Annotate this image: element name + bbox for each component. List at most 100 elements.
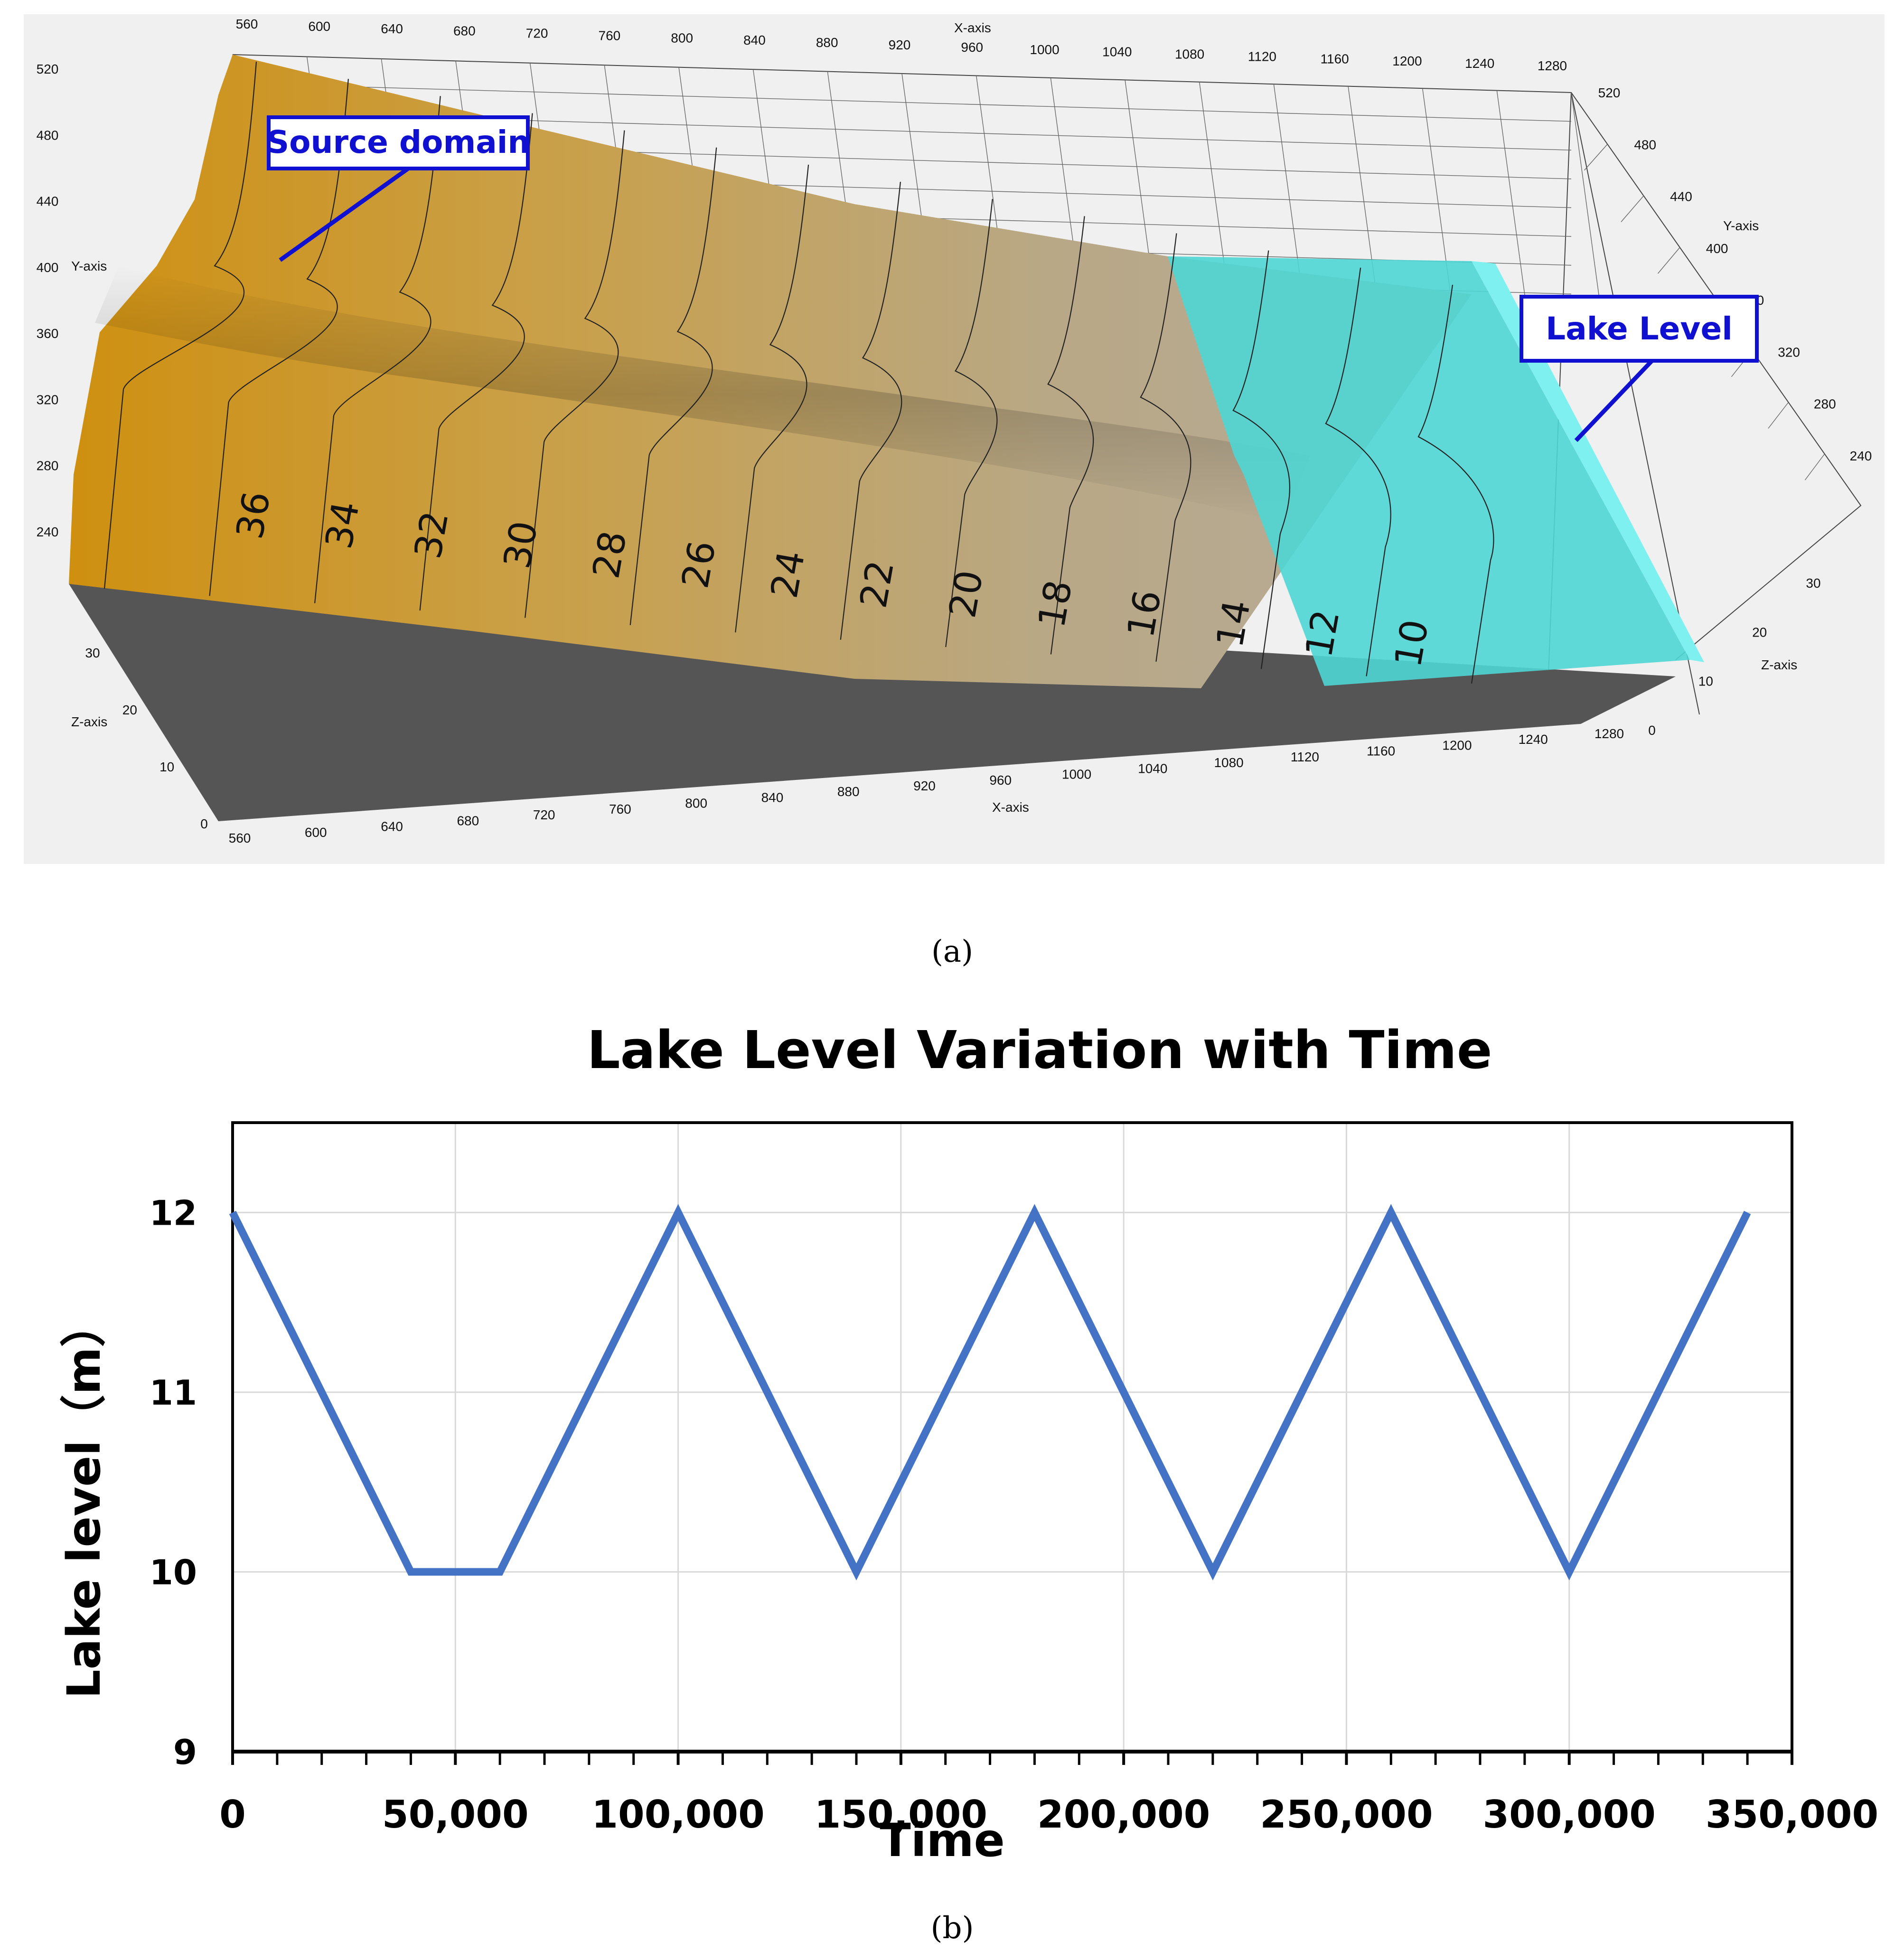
x-tick-labels: 0 50,000 100,000 150,000 200,000 250,000 300,0… [219, 1792, 1878, 1837]
contour-line-12 [1325, 267, 1391, 676]
contour-label-32: 32 [407, 508, 457, 562]
x-tick-label-300000: 300,000 [1483, 1792, 1656, 1837]
z-tick-right-30: 30 [1806, 576, 1820, 591]
z-axis-left-ticks: 0 10 20 30 [85, 646, 207, 831]
y-tick-right-240: 240 [1850, 449, 1872, 463]
x-tick-bottom-920: 920 [913, 778, 936, 793]
contour-label-16: 16 [1119, 587, 1170, 640]
contour-line-28 [525, 130, 625, 618]
z-tick-left-10: 10 [159, 760, 174, 774]
contour-line-34 [209, 79, 349, 596]
terrain-3d-view: 36 34 32 30 28 26 24 22 20 18 16 14 12 10 560 600 640 68… [24, 14, 1885, 864]
x-tick-bottom-880: 880 [837, 784, 860, 799]
contour-line-30 [419, 113, 533, 611]
z-axis-right-ticks: 0 10 20 30 [1648, 576, 1820, 738]
x-tick-bottom-840: 840 [761, 790, 784, 805]
y-axis-left-ticks: 240 280 320 360 400 440 480 520 [37, 62, 59, 539]
lake-level-series-line [229, 1204, 1751, 1581]
contour-line-26 [629, 147, 717, 626]
x-tick-top-640: 640 [381, 21, 403, 36]
x-tick-top-1200: 1200 [1392, 54, 1422, 68]
y-tick-left-240: 240 [37, 525, 59, 539]
x-tick-top-1120: 1120 [1248, 49, 1276, 64]
z-tick-right-10: 10 [1698, 674, 1713, 689]
contour-line-32 [314, 96, 441, 603]
chart-title: Lake Level Variation with Time [587, 1020, 1492, 1080]
x-tick-bottom-760: 760 [609, 802, 631, 816]
x-tick-top-880: 880 [816, 35, 838, 50]
contour-label-26: 26 [674, 538, 724, 591]
contour-label-34: 34 [318, 498, 368, 552]
x-tick-bottom-1000: 1000 [1062, 767, 1091, 782]
y-axis-title: Lake level（m） [57, 1302, 111, 1698]
contour-line-18 [1047, 216, 1094, 655]
y-tick-right-480: 480 [1634, 137, 1656, 152]
z-tick-right-0: 0 [1648, 723, 1656, 738]
y-axis-label-left: Y-axis [71, 259, 107, 273]
z-tick-right-20: 20 [1752, 625, 1767, 639]
x-tick-top-920: 920 [889, 38, 911, 52]
y-tick-right-440: 440 [1670, 189, 1692, 204]
contour-label-14: 14 [1209, 597, 1259, 650]
x-tick-top-760: 760 [599, 28, 621, 43]
y-tick-labels: 9 10 11 12 [150, 1193, 197, 1772]
x-tick-label-200000: 200,000 [1037, 1792, 1210, 1837]
x-tick-top-1080: 1080 [1175, 47, 1204, 62]
y-axis-label-right: Y-axis [1723, 218, 1759, 233]
x-tick-top-800: 800 [671, 30, 693, 45]
figure-caption-b: (b) [930, 1911, 974, 1946]
contour-label-28: 28 [585, 528, 635, 581]
z-tick-left-30: 30 [85, 646, 100, 660]
x-tick-top-1240: 1240 [1465, 56, 1494, 71]
chart-grid [233, 1123, 1792, 1752]
x-tick-label-50000: 50,000 [382, 1792, 529, 1837]
y-tick-left-280: 280 [37, 459, 59, 473]
lake-level-label: Lake Level [1546, 310, 1733, 347]
lake-level-callout: Lake Level [1519, 295, 1759, 442]
x-tick-bottom-560: 560 [229, 831, 251, 845]
contour-line-10 [1417, 284, 1494, 684]
y-tick-left-400: 400 [37, 260, 59, 275]
x-tick-top-960: 960 [961, 40, 983, 55]
contour-label-group: 36 34 32 30 28 26 24 22 20 18 16 14 12 10 [228, 488, 1437, 670]
contour-lines [103, 61, 1494, 684]
contour-label-12: 12 [1298, 607, 1348, 660]
y-tick-left-440: 440 [37, 194, 59, 209]
x-tick-top-560: 560 [236, 17, 258, 31]
figure-caption-a: (a) [931, 934, 974, 969]
x-tick-bottom-600: 600 [305, 825, 327, 840]
y-tick-right-280: 280 [1814, 397, 1836, 412]
x-tick-bottom-1080: 1080 [1214, 755, 1243, 770]
contour-label-30: 30 [496, 518, 546, 572]
source-domain-label: Source domain [267, 124, 530, 160]
lake-level-chart: Lake Level Variation with Time 9 10 11 12 0… [0, 997, 1904, 1960]
contour-line-14 [1232, 250, 1291, 669]
x-tick-bottom-800: 800 [685, 796, 707, 811]
x-tick-top-720: 720 [526, 26, 548, 41]
x-tick-label-150000: 150,000 [815, 1792, 987, 1837]
z-axis-label-left: Z-axis [71, 714, 107, 729]
x-tick-label-100000: 100,000 [591, 1792, 764, 1837]
contour-line-16 [1140, 233, 1191, 662]
x-tick-top-1000: 1000 [1030, 42, 1059, 57]
x-tick-bottom-1120: 1120 [1291, 750, 1319, 764]
x-tick-bottom-1040: 1040 [1138, 761, 1167, 776]
x-tick-bottom-1280: 1280 [1594, 726, 1624, 741]
y-tick-left-360: 360 [37, 326, 59, 341]
contour-label-36: 36 [228, 488, 279, 542]
lake-level-chart-svg: Lake Level Variation with Time 9 10 11 12 0… [57, 1020, 1878, 1867]
model-side-face [69, 584, 1676, 821]
x-tick-label-0: 0 [219, 1792, 246, 1837]
contour-label-20: 20 [941, 567, 992, 621]
y-tick-left-480: 480 [37, 128, 59, 142]
x-tick-label-250000: 250,000 [1260, 1792, 1433, 1837]
y-tick-left-320: 320 [37, 392, 59, 407]
y-tick-right-520: 520 [1598, 85, 1621, 100]
x-axis-label-bottom: X-axis [992, 800, 1029, 815]
x-tick-top-600: 600 [308, 19, 330, 34]
x-tick-label-350000: 350,000 [1706, 1792, 1878, 1837]
contour-label-10: 10 [1387, 617, 1437, 670]
contour-line-24 [735, 164, 809, 633]
z-axis-label-right: Z-axis [1761, 657, 1797, 672]
y-tick-right-320: 320 [1778, 345, 1800, 359]
